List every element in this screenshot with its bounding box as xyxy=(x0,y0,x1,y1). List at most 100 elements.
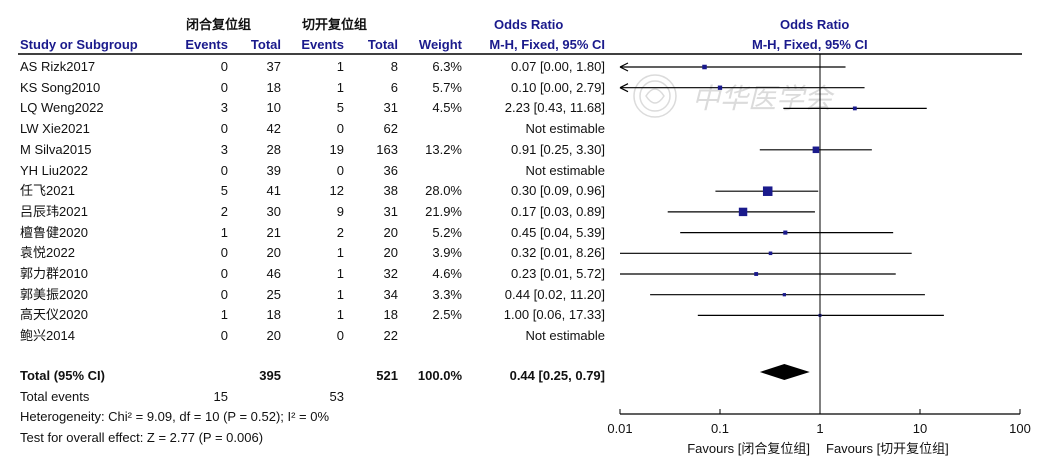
study-point xyxy=(812,146,820,154)
ci-cell: 2.23 [0.43, 11.68] xyxy=(504,100,605,116)
events1-cell: 0 xyxy=(220,266,228,281)
total2-cell: 62 xyxy=(383,121,398,137)
study-point xyxy=(783,230,788,235)
overall-effect-text: Test for overall effect: Z = 2.77 (P = 0… xyxy=(20,430,264,445)
weight-cell: 5.2% xyxy=(432,224,462,240)
weight-cell: 28.0% xyxy=(425,183,462,199)
total-events-label: Total events xyxy=(20,389,90,404)
events1-cell: 0 xyxy=(220,162,228,178)
ci-cell: 0.32 [0.01, 8.26] xyxy=(511,245,605,261)
method-header: M-H, Fixed, 95% CI xyxy=(489,37,605,52)
events1-cell: 3 xyxy=(220,100,228,116)
study-name: 任飞2021 xyxy=(20,183,75,199)
study-name: 吕辰玮2021 xyxy=(20,203,88,219)
study-point xyxy=(782,293,786,297)
weight-cell: 4.6% xyxy=(432,266,462,281)
events2-cell: 0 xyxy=(336,328,344,344)
events2-cell: 19 xyxy=(329,141,344,157)
x-tick-label: 100 xyxy=(1009,421,1031,436)
group2-header: 切开复位组 xyxy=(302,17,368,32)
study-point xyxy=(702,64,707,70)
study-point xyxy=(768,251,773,256)
weight-cell: 3.3% xyxy=(432,286,462,302)
study-name: LQ Weng2022 xyxy=(20,100,104,116)
total2-cell: 31 xyxy=(383,203,398,219)
events1-cell: 0 xyxy=(220,286,228,302)
weight-cell: 3.9% xyxy=(432,245,462,261)
study-name: 郭力群2010 xyxy=(20,266,88,281)
ci-cell: 0.30 [0.09, 0.96] xyxy=(511,183,605,199)
total-n1: 395 xyxy=(259,368,281,383)
total2-cell: 36 xyxy=(383,162,398,178)
total1-cell: 30 xyxy=(266,203,281,219)
total-label: Total (95% CI) xyxy=(20,368,105,383)
events1-cell: 1 xyxy=(220,307,228,323)
events2-cell: 1 xyxy=(336,59,344,74)
weight-cell: 21.9% xyxy=(425,203,462,219)
x-tick-label: 1 xyxy=(816,421,823,436)
total2-cell: 8 xyxy=(390,59,398,74)
events2-cell: 1 xyxy=(336,79,344,95)
study-name: 郭美振2020 xyxy=(20,286,88,302)
weight-cell: 5.7% xyxy=(432,79,462,95)
study-name: KS Song2010 xyxy=(20,79,101,95)
total2-cell: 34 xyxy=(383,286,398,302)
events2-cell: 12 xyxy=(329,183,344,199)
ci-cell: 1.00 [0.06, 17.33] xyxy=(503,307,605,323)
total2-cell: 20 xyxy=(383,245,398,261)
study-name: 檀鲁健2020 xyxy=(20,224,88,240)
total2-cell: 22 xyxy=(383,328,398,344)
study-point xyxy=(717,85,723,90)
study-point xyxy=(762,186,773,196)
ci-cell: 0.23 [0.01, 5.72] xyxy=(511,266,605,281)
weight-cell: 6.3% xyxy=(432,59,462,74)
events1-cell: 0 xyxy=(220,79,228,95)
events1-cell: 3 xyxy=(220,141,228,157)
weight-cell: 2.5% xyxy=(432,307,462,323)
total-ci: 0.44 [0.25, 0.79] xyxy=(509,368,605,383)
total2-cell: 20 xyxy=(383,224,398,240)
events1-cell: 0 xyxy=(220,245,228,261)
study-point xyxy=(738,207,748,217)
study-name: LW Xie2021 xyxy=(20,121,90,137)
events2-cell: 1 xyxy=(336,286,344,302)
study-name: AS Rizk2017 xyxy=(20,59,96,74)
ci-cell: Not estimable xyxy=(525,121,605,137)
study-name: 鲍兴2014 xyxy=(20,328,75,344)
total2-cell: 38 xyxy=(383,183,398,199)
favours-right: Favours [切开复位组] xyxy=(826,441,949,456)
total1-cell: 21 xyxy=(266,224,281,240)
events1-header: Events xyxy=(185,37,228,52)
total1-cell: 20 xyxy=(266,328,281,344)
total2-cell: 31 xyxy=(383,100,398,116)
seal-logo xyxy=(633,74,677,118)
events2-cell: 5 xyxy=(336,100,344,116)
events2-cell: 1 xyxy=(336,245,344,261)
odds-ratio-header: Odds Ratio xyxy=(494,17,564,32)
weight-header: Weight xyxy=(418,37,462,52)
events1-cell: 1 xyxy=(220,224,228,240)
total2-cell: 163 xyxy=(376,141,398,157)
total1-cell: 18 xyxy=(266,79,281,95)
x-tick-label: 10 xyxy=(913,421,927,436)
events1-cell: 0 xyxy=(220,328,228,344)
total1-cell: 37 xyxy=(266,59,281,74)
total-n2: 521 xyxy=(376,368,398,383)
total-events2: 53 xyxy=(329,389,344,404)
total1-cell: 20 xyxy=(266,245,281,261)
total2-cell: 32 xyxy=(383,266,398,281)
total2-cell: 18 xyxy=(383,307,398,323)
study-name: 高天仪2020 xyxy=(20,307,88,323)
ci-cell: 0.07 [0.00, 1.80] xyxy=(511,59,605,74)
total-weight: 100.0% xyxy=(417,368,462,383)
total1-cell: 18 xyxy=(266,307,281,323)
total1-cell: 42 xyxy=(266,121,281,137)
total1-cell: 25 xyxy=(266,286,281,302)
ci-arrow-left xyxy=(619,83,629,93)
ci-cell: Not estimable xyxy=(525,328,605,344)
study-column-header: Study or Subgroup xyxy=(20,37,138,52)
events2-cell: 2 xyxy=(336,224,344,240)
events1-cell: 0 xyxy=(220,59,228,74)
